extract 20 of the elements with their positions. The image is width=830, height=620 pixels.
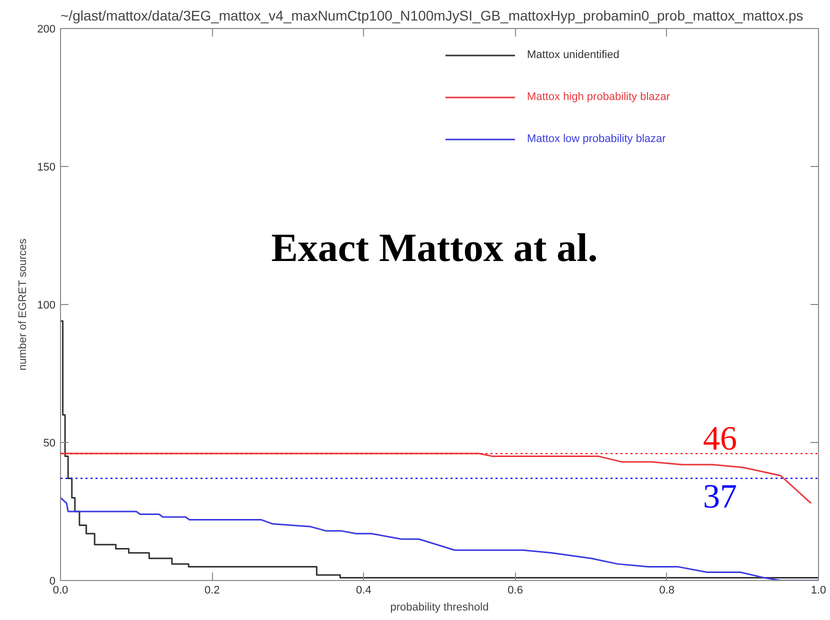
- ref-line-label: 37: [702, 478, 737, 516]
- x-tick-label: 0.4: [356, 584, 372, 596]
- y-tick-label: 100: [37, 300, 56, 312]
- text: Mattox low probability blazar: [527, 133, 666, 145]
- x-tick-label: 0.8: [659, 584, 675, 596]
- y-axis-title: number of EGRET sources: [17, 238, 30, 371]
- annotation: Exact Mattox at al.: [271, 225, 598, 270]
- x-tick-label: 0.2: [204, 584, 220, 596]
- text: Mattox high probability blazar: [527, 91, 670, 103]
- y-tick-label: 50: [43, 438, 56, 450]
- x-axis-title: probability threshold: [390, 602, 489, 614]
- x-tick-label: 1.0: [810, 584, 826, 596]
- y-tick-label: 0: [49, 576, 56, 588]
- y-tick-label: 150: [37, 162, 56, 174]
- y-tick-label: 200: [37, 24, 56, 36]
- x-tick-label: 0.0: [52, 584, 68, 596]
- ref-line-label: 46: [702, 420, 737, 458]
- text: Mattox unidentified: [527, 49, 620, 61]
- x-tick-label: 0.6: [508, 584, 523, 596]
- chart-title: ~/glast/mattox/data/3EG_mattox_v4_maxNumCtp100_N100mJySI_GB_mattoxHyp_probamin0_prob_mattox_mattox.ps: [60, 8, 804, 24]
